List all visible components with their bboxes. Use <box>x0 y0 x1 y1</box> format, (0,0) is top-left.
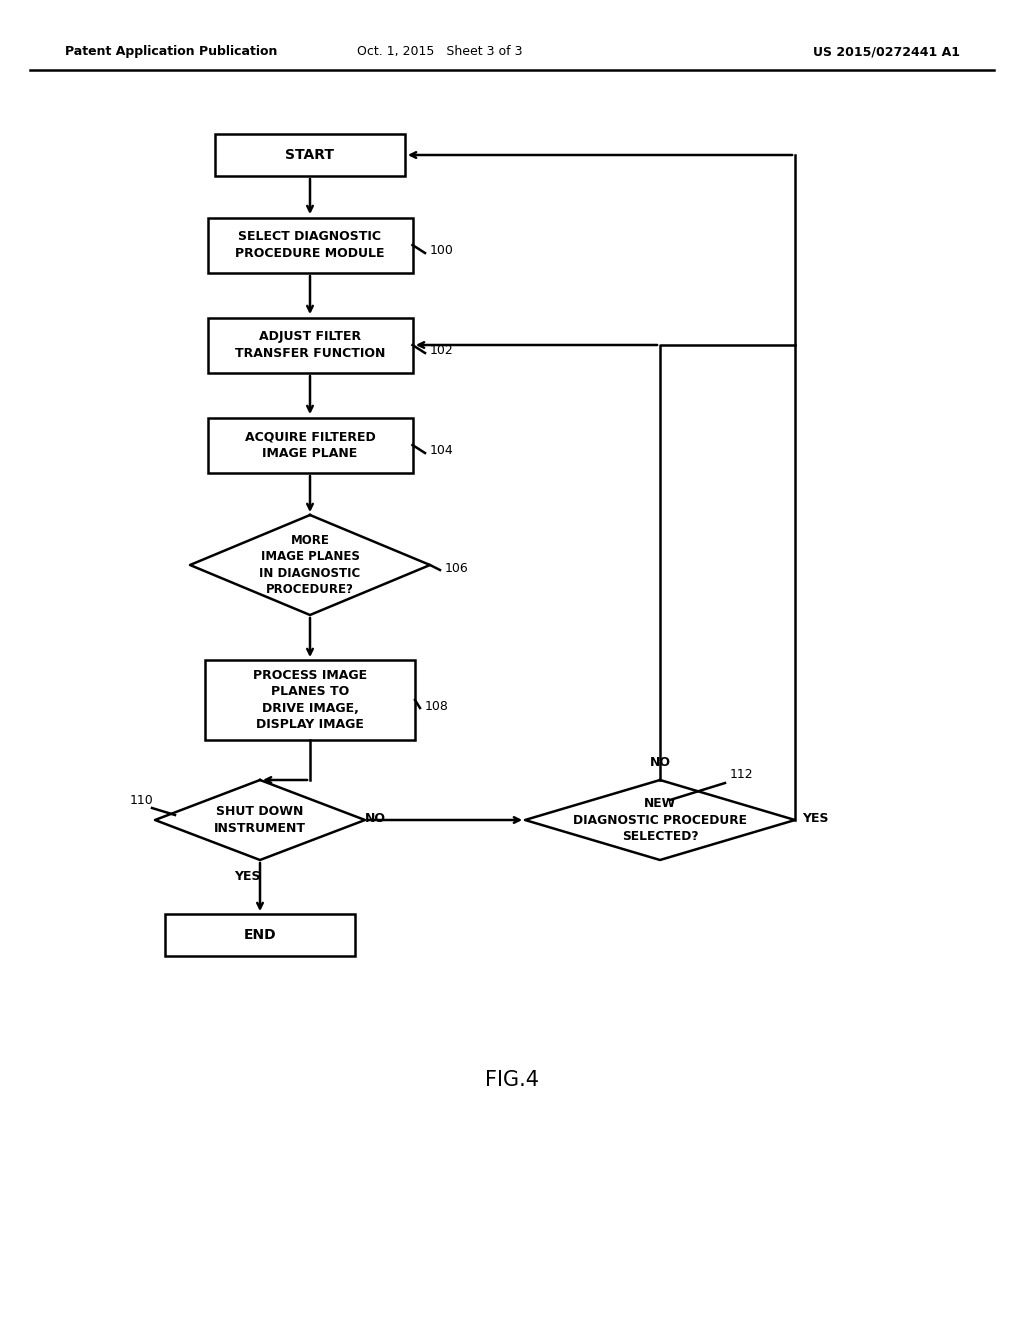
FancyBboxPatch shape <box>208 318 413 372</box>
Text: SHUT DOWN
INSTRUMENT: SHUT DOWN INSTRUMENT <box>214 805 306 834</box>
Text: FIG.4: FIG.4 <box>485 1071 539 1090</box>
Polygon shape <box>155 780 365 861</box>
FancyBboxPatch shape <box>208 417 413 473</box>
Text: 100: 100 <box>430 243 454 256</box>
Text: YES: YES <box>802 812 828 825</box>
Text: US 2015/0272441 A1: US 2015/0272441 A1 <box>813 45 961 58</box>
Polygon shape <box>190 515 430 615</box>
FancyBboxPatch shape <box>208 218 413 272</box>
Polygon shape <box>525 780 795 861</box>
Text: ACQUIRE FILTERED
IMAGE PLANE: ACQUIRE FILTERED IMAGE PLANE <box>245 430 376 459</box>
Text: MORE
IMAGE PLANES
IN DIAGNOSTIC
PROCEDURE?: MORE IMAGE PLANES IN DIAGNOSTIC PROCEDUR… <box>259 533 360 597</box>
FancyBboxPatch shape <box>215 135 406 176</box>
Text: END: END <box>244 928 276 942</box>
Text: PROCESS IMAGE
PLANES TO
DRIVE IMAGE,
DISPLAY IMAGE: PROCESS IMAGE PLANES TO DRIVE IMAGE, DIS… <box>253 669 367 731</box>
Text: SELECT DIAGNOSTIC
PROCEDURE MODULE: SELECT DIAGNOSTIC PROCEDURE MODULE <box>236 230 385 260</box>
Text: NO: NO <box>649 755 671 768</box>
Text: ADJUST FILTER
TRANSFER FUNCTION: ADJUST FILTER TRANSFER FUNCTION <box>234 330 385 360</box>
FancyBboxPatch shape <box>165 913 355 956</box>
Text: START: START <box>286 148 335 162</box>
Text: 110: 110 <box>130 793 154 807</box>
Text: Patent Application Publication: Patent Application Publication <box>65 45 278 58</box>
Text: NEW
DIAGNOSTIC PROCEDURE
SELECTED?: NEW DIAGNOSTIC PROCEDURE SELECTED? <box>573 797 746 843</box>
Text: 102: 102 <box>430 343 454 356</box>
FancyBboxPatch shape <box>205 660 415 741</box>
Text: NO: NO <box>365 812 386 825</box>
Text: YES: YES <box>233 870 260 883</box>
Text: Oct. 1, 2015   Sheet 3 of 3: Oct. 1, 2015 Sheet 3 of 3 <box>357 45 522 58</box>
Text: 108: 108 <box>425 700 449 713</box>
Text: 104: 104 <box>430 444 454 457</box>
Text: 106: 106 <box>445 561 469 574</box>
Text: 112: 112 <box>730 768 754 781</box>
